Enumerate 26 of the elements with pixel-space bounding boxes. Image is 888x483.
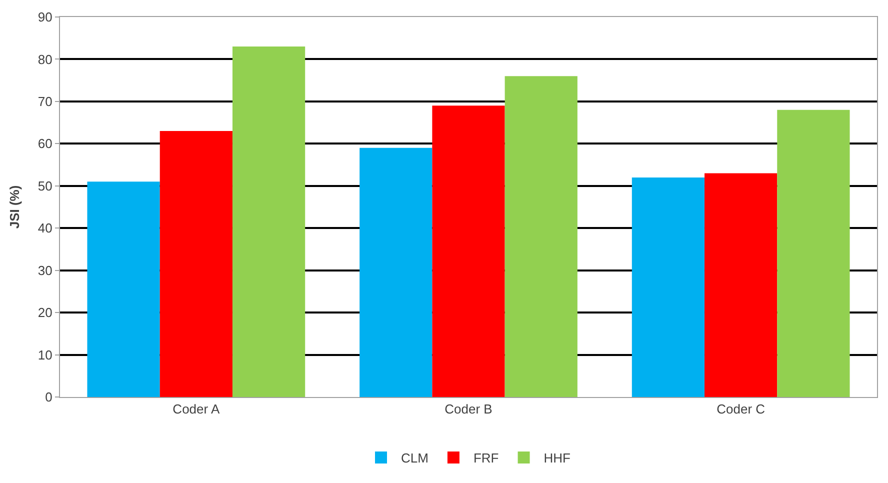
x-tick-label: Coder B bbox=[444, 402, 492, 417]
bar bbox=[777, 110, 850, 397]
y-tick-label: 10 bbox=[38, 347, 52, 362]
bar bbox=[360, 148, 432, 397]
bar bbox=[232, 46, 306, 397]
bar bbox=[432, 106, 505, 397]
x-tick-label: Coder C bbox=[716, 402, 766, 417]
y-tick-label: 90 bbox=[38, 10, 52, 25]
y-tick-label: 40 bbox=[38, 220, 52, 236]
legend-label: HHF bbox=[544, 450, 571, 466]
y-tick-label: 50 bbox=[38, 178, 52, 194]
y-tick-label: 20 bbox=[38, 305, 52, 320]
y-tick-label: 30 bbox=[38, 262, 52, 278]
y-axis-title: JSI (%) bbox=[6, 185, 22, 229]
y-tick-label: 70 bbox=[38, 94, 52, 109]
y-tick-label: 80 bbox=[38, 52, 52, 67]
bar bbox=[87, 182, 160, 397]
legend-label: FRF bbox=[473, 450, 499, 466]
bar bbox=[504, 76, 578, 397]
bar bbox=[632, 177, 705, 397]
x-tick-label: Coder A bbox=[172, 402, 220, 417]
y-tick-label: 60 bbox=[38, 136, 52, 152]
bar bbox=[160, 131, 232, 397]
legend-label: CLM bbox=[401, 450, 428, 466]
y-tick-label: 0 bbox=[45, 390, 52, 405]
bar bbox=[704, 173, 778, 397]
